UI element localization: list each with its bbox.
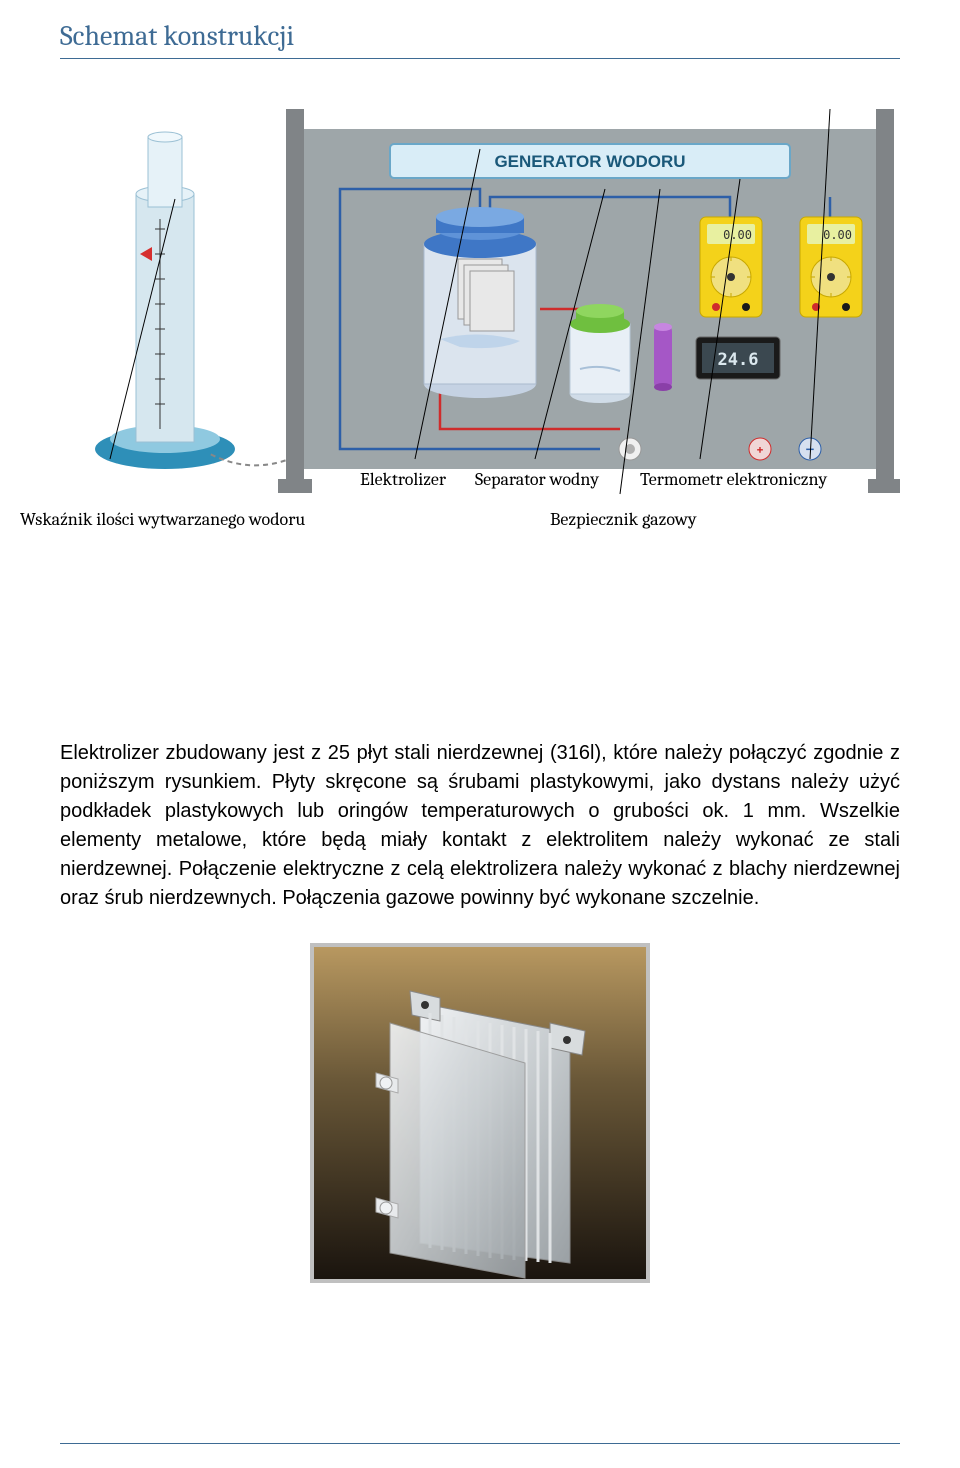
label-separator: Separator wodny <box>475 469 599 490</box>
label-wskaznik: Wskaźnik ilości wytwarzanego wodoru <box>20 509 305 530</box>
label-termometr: Termometr elektroniczny <box>640 469 827 490</box>
svg-text:0.00: 0.00 <box>823 228 852 242</box>
electrolyzer-photo <box>60 943 900 1283</box>
svg-text:GENERATOR WODORU: GENERATOR WODORU <box>494 152 685 171</box>
svg-text:0.00: 0.00 <box>723 228 752 242</box>
label-bezpiecznik: Bezpiecznik gazowy <box>550 509 697 530</box>
footer-rule <box>60 1443 900 1444</box>
section-heading: Schemat konstrukcji <box>60 20 900 59</box>
label-elektrolizer: Elektrolizer <box>360 469 446 490</box>
description-paragraph: Elektrolizer zbudowany jest z 25 płyt st… <box>60 739 900 913</box>
diagram-labels: Elektrolizer Separator wodny Termometr e… <box>60 509 900 709</box>
